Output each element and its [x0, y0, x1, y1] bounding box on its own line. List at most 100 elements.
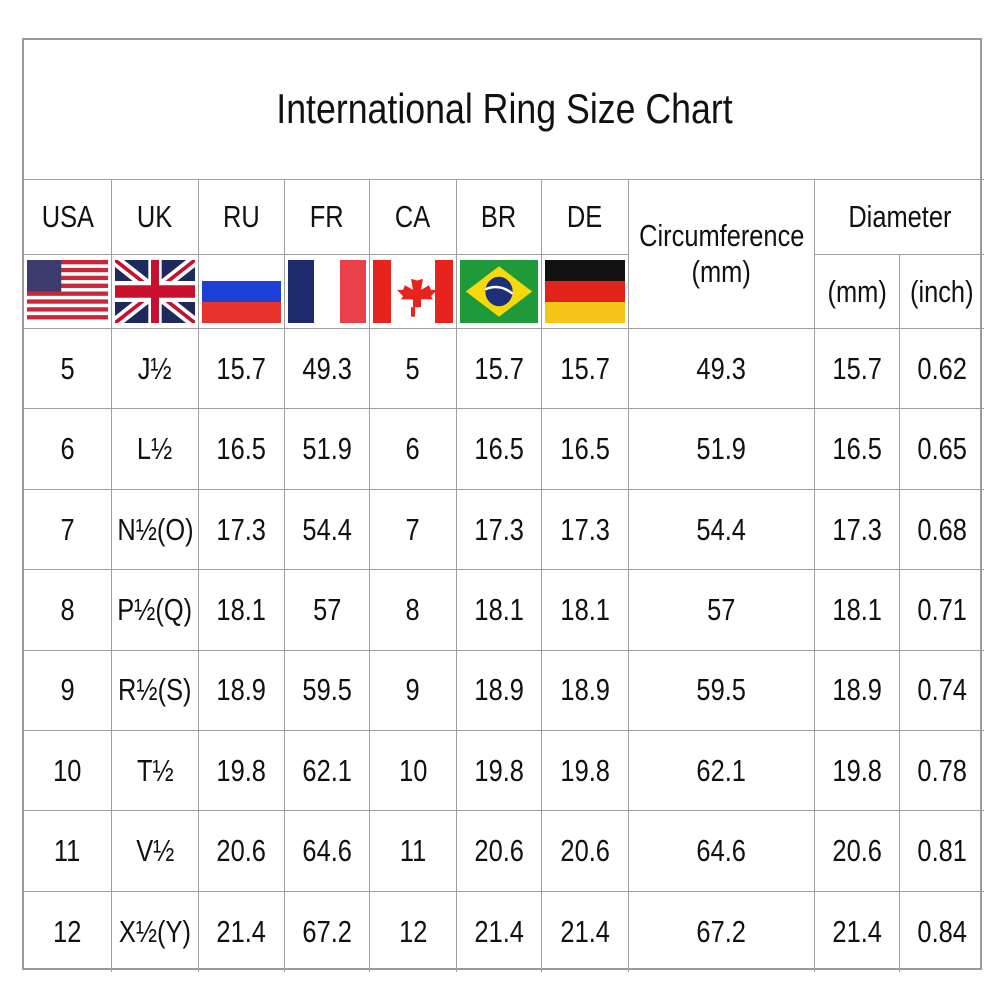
header-de-text: DE [567, 199, 603, 235]
table-cell: 49.3 [285, 329, 370, 410]
table-cell-text: 16.5 [216, 431, 267, 467]
table-cell: 10 [24, 731, 112, 812]
table-cell-text: 17.3 [474, 511, 524, 547]
flag-cell-ca [370, 255, 457, 329]
table-cell: 21.4 [457, 891, 542, 973]
table-cell: 0.78 [900, 731, 984, 812]
header-br-text: BR [481, 199, 517, 235]
table-cell-text: 59.5 [696, 672, 747, 708]
table-cell-text: 49.3 [696, 350, 747, 386]
table-cell: 21.4 [199, 891, 285, 973]
table-cell: 20.6 [199, 811, 285, 892]
table-cell-text: 10 [398, 752, 428, 788]
table-cell: 18.9 [815, 650, 900, 731]
table-cell-text: 18.9 [832, 672, 882, 708]
table-cell: X½(Y) [112, 891, 199, 973]
table-cell-text: 21.4 [832, 914, 882, 950]
russia-flag-icon [202, 260, 281, 323]
table-cell: 21.4 [542, 891, 629, 973]
table-cell: 12 [24, 891, 112, 973]
table-cell-text: 9 [60, 672, 75, 708]
table-cell-text: 67.2 [302, 914, 352, 950]
table-cell-text: 51.9 [302, 431, 352, 467]
flag-cell-uk [112, 255, 199, 329]
table-cell: 0.84 [900, 892, 984, 972]
table-cell-text: 62.1 [696, 752, 747, 788]
table-cell: 49.3 [629, 329, 815, 410]
table-cell: 51.9 [629, 409, 815, 490]
table-cell: 64.6 [629, 811, 815, 892]
table-cell: 0.74 [900, 651, 984, 731]
table-cell: 8 [24, 570, 112, 651]
table-cell: 17.3 [815, 489, 900, 571]
table-cell-text: L½ [137, 431, 173, 467]
table-cell: R½(S) [112, 650, 199, 731]
table-cell: 21.4 [815, 891, 900, 973]
table-cell-text: 0.68 [917, 511, 967, 547]
header-diameter-mm: (mm) [815, 255, 900, 329]
header-diameter-mm-text: (mm) [827, 273, 887, 309]
table-cell-text: 64.6 [696, 833, 747, 869]
table-cell: 20.6 [815, 811, 900, 892]
header-diameter: Diameter [815, 180, 984, 255]
table-cell-text: 0.62 [917, 350, 967, 386]
table-cell: 18.1 [199, 570, 285, 651]
header-diameter-text: Diameter [847, 199, 952, 235]
table-cell-text: 15.7 [832, 350, 882, 386]
table-title-text: International Ring Size Chart [275, 85, 733, 133]
table-cell-text: 19.8 [216, 752, 267, 788]
table-cell: 67.2 [629, 891, 815, 973]
usa-flag-icon [27, 260, 108, 323]
header-br: BR [457, 180, 542, 255]
table-cell-text: 18.1 [560, 592, 610, 628]
table-cell-text: 18.1 [216, 592, 267, 628]
header-usa: USA [24, 180, 112, 255]
table-cell: 16.5 [199, 409, 285, 490]
canada-flag-icon [373, 260, 453, 323]
table-cell: 16.5 [815, 409, 900, 490]
table-cell: 67.2 [285, 891, 370, 973]
header-uk-text: UK [137, 199, 173, 235]
table-cell-text: 8 [405, 592, 421, 628]
ring-size-table: International Ring Size Chart USA UK RU FR CA… [22, 38, 984, 973]
table-cell-text: 51.9 [696, 431, 747, 467]
brazil-flag-icon [460, 260, 538, 323]
table-cell-text: 17.3 [216, 511, 267, 547]
table-cell-text: 0.84 [917, 914, 967, 950]
table-cell-text: 11 [399, 833, 427, 869]
table-cell: 0.65 [900, 409, 984, 490]
table-cell: 9 [370, 650, 457, 731]
table-cell-text: 17.3 [560, 511, 610, 547]
table-cell: N½(O) [112, 489, 199, 571]
table-cell: 18.9 [542, 650, 629, 731]
table-cell: 15.7 [815, 329, 900, 410]
table-cell: 18.9 [199, 650, 285, 731]
flag-cell-br [457, 255, 542, 329]
table-cell-text: 18.1 [832, 592, 882, 628]
table-cell-text: 9 [405, 672, 421, 708]
uk-flag-icon [115, 260, 195, 323]
table-cell: 59.5 [285, 650, 370, 731]
table-cell: J½ [112, 329, 199, 410]
table-cell-text: P½(Q) [117, 592, 193, 628]
table-cell: V½ [112, 811, 199, 892]
table-cell-text: 49.3 [302, 350, 352, 386]
header-ru: RU [199, 180, 285, 255]
table-cell-text: 20.6 [560, 833, 610, 869]
table-cell: 0.68 [900, 490, 984, 571]
table-cell: 15.7 [457, 329, 542, 410]
table-cell-text: 5 [405, 350, 421, 386]
table-cell-text: 20.6 [474, 833, 524, 869]
table-cell-text: 18.9 [560, 672, 610, 708]
header-diameter-inch-text: (inch) [910, 273, 974, 309]
table-cell: 7 [370, 489, 457, 571]
table-cell-text: 0.74 [917, 672, 967, 708]
table-cell: 5 [370, 329, 457, 410]
table-cell: 15.7 [542, 329, 629, 410]
circumference-label: (mm) [691, 254, 752, 289]
table-cell: 18.1 [542, 570, 629, 651]
table-cell: 62.1 [629, 731, 815, 812]
table-cell-text: 59.5 [302, 672, 352, 708]
table-cell-text: 0.81 [917, 833, 967, 869]
header-fr: FR [285, 180, 370, 255]
